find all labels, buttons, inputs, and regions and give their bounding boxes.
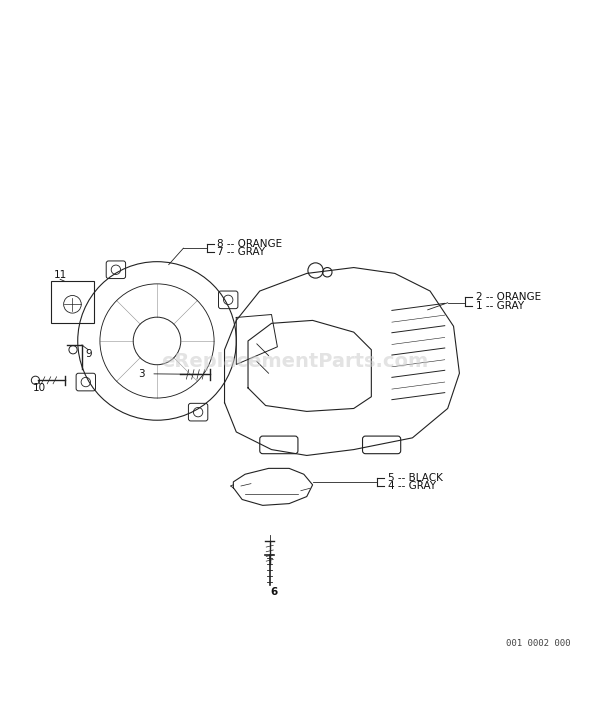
Text: 5 -- BLACK: 5 -- BLACK [388, 473, 442, 483]
Text: eReplacementParts.com: eReplacementParts.com [162, 352, 428, 371]
Text: 7 -- GRAY: 7 -- GRAY [218, 247, 266, 257]
Bar [51, 281, 94, 323]
Text: 1 -- GRAY: 1 -- GRAY [476, 301, 524, 311]
Text: 11: 11 [54, 270, 67, 280]
Text: 8 -- ORANGE: 8 -- ORANGE [218, 239, 283, 249]
Text: 6: 6 [271, 586, 278, 596]
Text: 10: 10 [33, 383, 46, 393]
Text: 001 0002 000: 001 0002 000 [506, 639, 571, 648]
Text: 3: 3 [139, 369, 145, 379]
Text: 4 -- GRAY: 4 -- GRAY [388, 481, 436, 491]
Text: 2 -- ORANGE: 2 -- ORANGE [476, 292, 541, 302]
Text: 9: 9 [85, 349, 91, 359]
